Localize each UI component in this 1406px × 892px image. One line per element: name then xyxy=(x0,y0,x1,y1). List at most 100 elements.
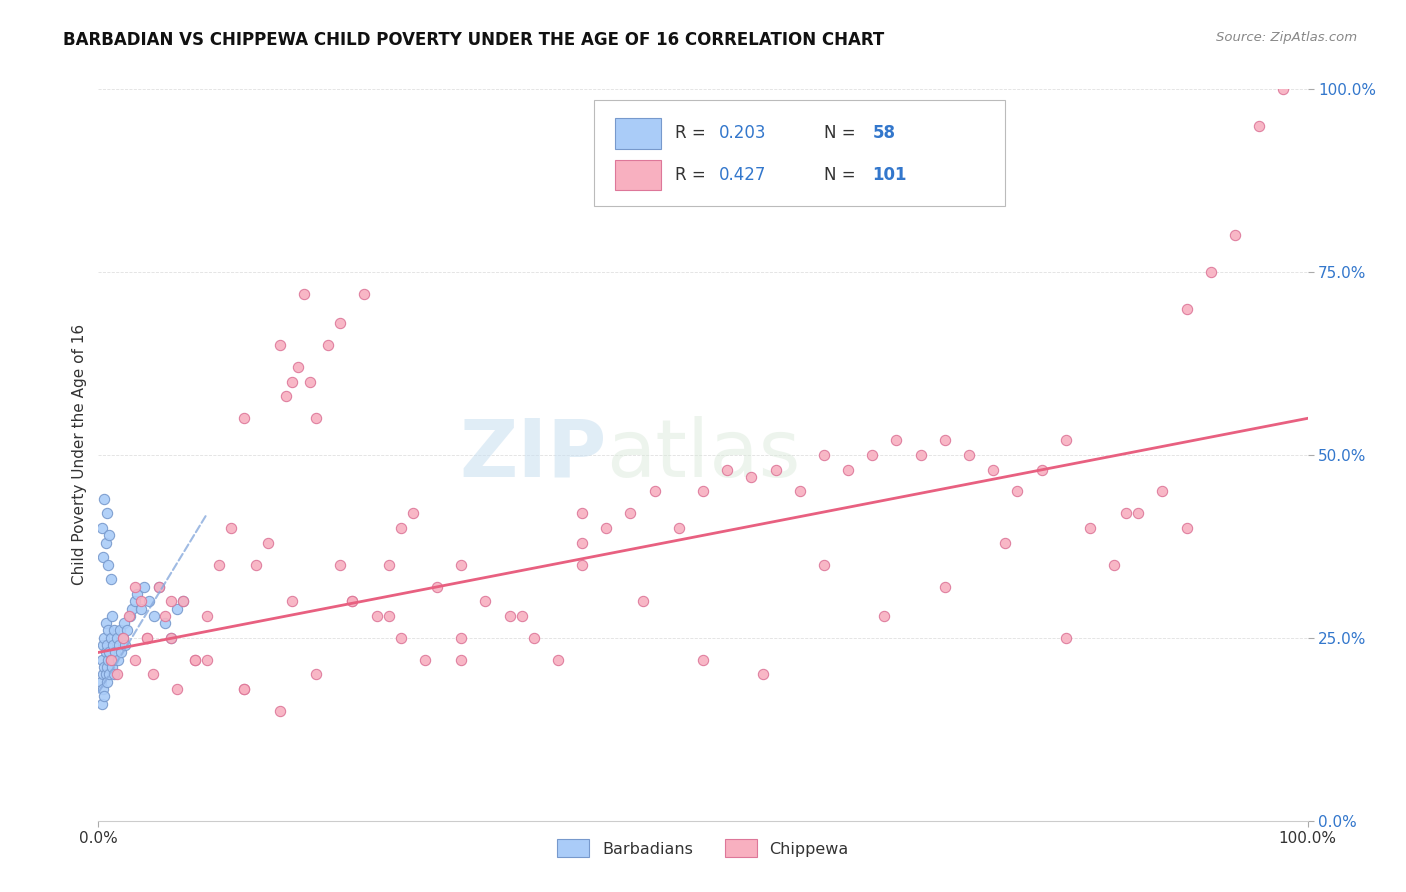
Point xyxy=(160,594,183,608)
Point xyxy=(111,631,134,645)
Point xyxy=(148,580,170,594)
Point xyxy=(97,653,120,667)
Point xyxy=(100,631,122,645)
Point xyxy=(342,594,364,608)
Point xyxy=(269,704,291,718)
Point xyxy=(981,462,1004,476)
Point xyxy=(232,681,254,696)
Point xyxy=(91,681,114,696)
Point xyxy=(129,594,152,608)
Point xyxy=(860,448,883,462)
Point xyxy=(450,653,472,667)
Point xyxy=(1152,484,1174,499)
Point xyxy=(94,645,117,659)
Point xyxy=(118,608,141,623)
Point xyxy=(256,535,278,549)
Y-axis label: Child Poverty Under the Age of 16: Child Poverty Under the Age of 16 xyxy=(72,325,87,585)
Point xyxy=(172,594,194,608)
Point xyxy=(114,638,136,652)
Point xyxy=(1128,507,1150,521)
FancyBboxPatch shape xyxy=(595,100,1005,206)
Point xyxy=(1223,228,1246,243)
Point xyxy=(127,587,149,601)
Point xyxy=(91,521,114,535)
Point xyxy=(1175,301,1198,316)
Point xyxy=(118,608,141,623)
Point xyxy=(450,558,472,572)
Point xyxy=(94,535,117,549)
Point xyxy=(426,580,449,594)
Point xyxy=(292,287,315,301)
Point xyxy=(402,507,425,521)
Point xyxy=(91,550,114,565)
Text: 0.203: 0.203 xyxy=(718,125,766,143)
Point xyxy=(413,653,436,667)
Point xyxy=(184,653,207,667)
Point xyxy=(389,521,412,535)
Point xyxy=(153,616,176,631)
Point xyxy=(135,631,157,645)
Point xyxy=(994,535,1017,549)
Text: 0.427: 0.427 xyxy=(718,166,766,184)
Text: N =: N = xyxy=(824,125,860,143)
Point xyxy=(112,616,135,631)
Point xyxy=(498,608,520,623)
Point xyxy=(299,375,322,389)
Point xyxy=(124,594,146,608)
Point xyxy=(789,484,811,499)
Point xyxy=(93,491,115,506)
Point xyxy=(94,616,117,631)
Point xyxy=(281,594,304,608)
Point xyxy=(353,287,375,301)
Point xyxy=(138,594,160,608)
Point xyxy=(98,528,121,542)
Point xyxy=(668,521,690,535)
Point xyxy=(873,608,896,623)
Point xyxy=(281,375,304,389)
Point xyxy=(184,653,207,667)
Point xyxy=(886,434,908,448)
Point xyxy=(160,631,183,645)
Point xyxy=(245,558,267,572)
Legend: Barbadians, Chippewa: Barbadians, Chippewa xyxy=(551,832,855,863)
Point xyxy=(91,638,114,652)
Point xyxy=(97,624,120,638)
Point xyxy=(274,389,297,403)
Text: atlas: atlas xyxy=(606,416,800,494)
Point xyxy=(377,558,399,572)
Point xyxy=(221,521,243,535)
Point xyxy=(195,608,218,623)
Point xyxy=(1199,265,1222,279)
Point xyxy=(166,601,188,615)
Point xyxy=(96,660,118,674)
FancyBboxPatch shape xyxy=(614,160,661,190)
Point xyxy=(910,448,932,462)
Point xyxy=(93,690,115,704)
Point xyxy=(644,484,666,499)
Point xyxy=(96,674,118,689)
Point xyxy=(124,653,146,667)
Point xyxy=(957,448,980,462)
Text: R =: R = xyxy=(675,166,711,184)
Point xyxy=(692,484,714,499)
Point xyxy=(692,653,714,667)
Point xyxy=(765,462,787,476)
Point xyxy=(329,316,352,330)
Point xyxy=(1249,119,1271,133)
Text: BARBADIAN VS CHIPPEWA CHILD POVERTY UNDER THE AGE OF 16 CORRELATION CHART: BARBADIAN VS CHIPPEWA CHILD POVERTY UNDE… xyxy=(63,31,884,49)
Point xyxy=(329,558,352,572)
Point xyxy=(716,462,738,476)
Point xyxy=(232,681,254,696)
Point xyxy=(631,594,654,608)
Point xyxy=(1175,521,1198,535)
Point xyxy=(101,653,124,667)
Point xyxy=(121,601,143,615)
Point xyxy=(153,608,176,623)
Point xyxy=(208,558,231,572)
Point xyxy=(740,470,762,484)
Point xyxy=(195,653,218,667)
Point xyxy=(305,411,328,425)
Point xyxy=(571,558,593,572)
Point xyxy=(111,631,134,645)
Point xyxy=(96,638,118,652)
